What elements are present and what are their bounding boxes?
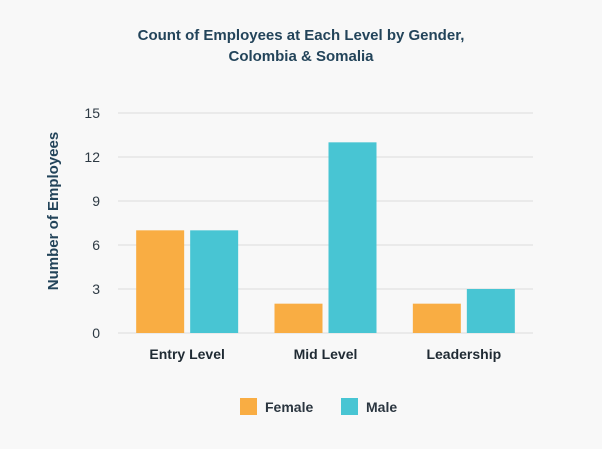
chart-title-line-2: Colombia & Somalia [228, 48, 374, 65]
chart-title-line-1: Count of Employees at Each Level by Gend… [138, 27, 465, 44]
y-tick-label: 0 [92, 325, 100, 341]
bar-female-mid-level[interactable] [274, 303, 323, 333]
legend-label-male[interactable]: Male [366, 399, 397, 415]
y-tick-label: 12 [84, 149, 100, 165]
bar-male-entry-level[interactable] [190, 230, 239, 333]
y-tick-label: 9 [92, 193, 100, 209]
y-tick-label: 6 [92, 237, 100, 253]
y-axis-label: Number of Employees [45, 132, 62, 290]
legend-swatch-female[interactable] [240, 398, 257, 415]
bar-male-leadership[interactable] [466, 289, 515, 333]
bar-female-leadership[interactable] [412, 303, 461, 333]
y-tick-label: 15 [84, 105, 100, 121]
x-tick-label: Mid Level [294, 346, 358, 362]
x-tick-label: Leadership [426, 346, 501, 362]
x-tick-label: Entry Level [149, 346, 224, 362]
bar-male-mid-level[interactable] [328, 142, 377, 333]
y-tick-label: 3 [92, 281, 100, 297]
bar-female-entry-level[interactable] [136, 230, 185, 333]
legend-label-female[interactable]: Female [265, 399, 313, 415]
legend-swatch-male[interactable] [341, 398, 358, 415]
